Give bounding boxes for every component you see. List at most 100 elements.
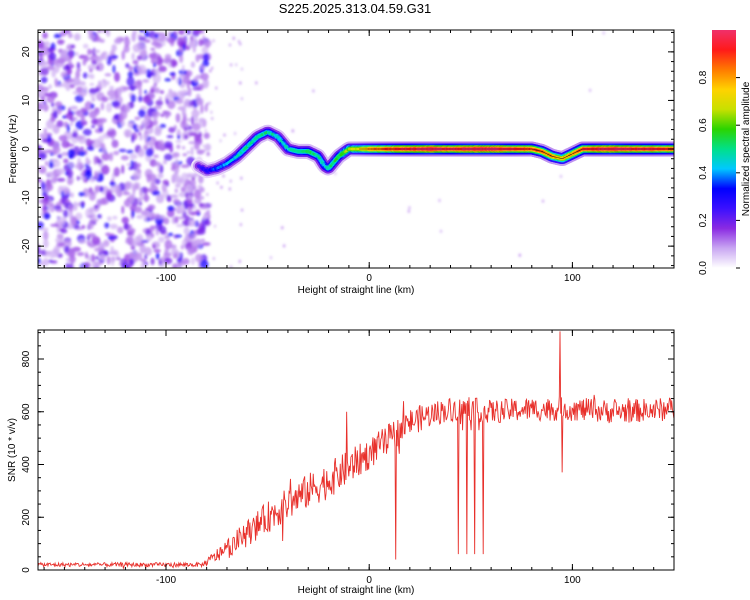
noise-blob — [202, 144, 204, 147]
noise-blob — [203, 66, 205, 69]
noise-blob — [138, 132, 141, 136]
noise-blob — [197, 149, 205, 154]
noise-blob — [98, 173, 103, 181]
noise-blob — [191, 61, 195, 67]
noise-blob — [82, 86, 88, 96]
noise-blob — [116, 36, 124, 42]
noise-blob — [67, 124, 70, 133]
noise-blob — [154, 59, 158, 63]
noise-blob — [166, 99, 169, 105]
noise-blob — [46, 120, 54, 130]
noise-blob — [170, 194, 179, 198]
noise-blob — [92, 261, 100, 270]
figure-canvas: S225.2025.313.04.59.G31 -100 0 100-20-1001… — [0, 0, 750, 600]
noise-blob — [41, 181, 45, 189]
noise-blob — [111, 55, 118, 59]
noise-blob — [89, 192, 96, 201]
noise-blob — [84, 55, 89, 62]
noise-blob — [121, 165, 124, 174]
noise-blob — [187, 248, 194, 256]
noise-blob — [94, 156, 97, 165]
noise-blob — [100, 186, 104, 192]
noise-blob — [129, 85, 137, 90]
x-tick-label: -100 — [156, 575, 176, 586]
noise-blob — [200, 73, 208, 80]
noise-blob — [69, 50, 74, 60]
noise-blob — [52, 128, 58, 132]
noise-blob — [144, 215, 147, 222]
noise-blob — [176, 78, 179, 84]
noise-blob — [92, 236, 101, 245]
noise-blob — [63, 65, 69, 70]
noise-blob — [96, 66, 99, 70]
noise-blob — [167, 233, 173, 237]
noise-blob — [95, 256, 99, 260]
noise-blob — [175, 188, 179, 193]
noise-blob — [57, 39, 64, 45]
snr-x-label: Height of straight line (km) — [298, 585, 415, 596]
noise-blob — [173, 248, 176, 256]
noise-blob — [408, 210, 410, 213]
noise-blob — [151, 233, 154, 238]
noise-blob — [152, 51, 156, 57]
noise-blob — [195, 239, 202, 248]
noise-blob — [72, 131, 78, 138]
noise-blob — [83, 72, 88, 78]
noise-blob — [147, 204, 155, 210]
noise-blob — [106, 192, 113, 199]
noise-blob — [203, 149, 205, 152]
noise-blob — [104, 222, 109, 228]
noise-blob — [82, 202, 85, 205]
noise-blob — [74, 33, 81, 40]
noise-blob — [43, 104, 49, 112]
noise-blob — [51, 102, 54, 107]
noise-blob — [241, 209, 243, 212]
noise-blob — [187, 208, 191, 214]
noise-blob — [95, 185, 98, 194]
noise-blob — [211, 117, 213, 120]
noise-blob — [140, 244, 146, 254]
noise-blob — [94, 49, 100, 53]
noise-blob — [178, 216, 185, 219]
noise-blob — [196, 94, 201, 104]
noise-blob — [129, 258, 134, 266]
noise-blob — [104, 51, 109, 60]
noise-blob — [198, 39, 203, 46]
noise-blob — [150, 47, 155, 51]
noise-blob — [109, 152, 113, 161]
snr-series-line — [38, 331, 674, 568]
noise-blob — [164, 154, 173, 161]
noise-blob — [48, 48, 53, 53]
noise-blob — [157, 173, 163, 178]
noise-blob — [137, 41, 144, 50]
noise-blob — [47, 207, 55, 211]
noise-blob — [150, 258, 154, 265]
noise-blob — [176, 177, 184, 185]
noise-blob — [193, 77, 198, 83]
noise-blob — [220, 186, 222, 189]
noise-blob — [44, 41, 50, 47]
noise-blob — [87, 74, 93, 78]
noise-blob — [35, 178, 41, 182]
noise-blob — [204, 132, 210, 139]
noise-blob — [100, 39, 105, 43]
noise-blob — [81, 114, 86, 122]
noise-blob — [235, 63, 237, 66]
noise-blob — [131, 134, 134, 142]
noise-blob — [110, 224, 118, 229]
noise-blob — [164, 240, 172, 249]
noise-blob — [46, 95, 54, 102]
noise-blob — [129, 194, 134, 202]
noise-blob — [59, 135, 67, 141]
noise-blob — [153, 249, 160, 253]
noise-blob — [196, 213, 200, 216]
noise-blob — [125, 182, 131, 190]
noise-blob — [202, 216, 207, 220]
noise-blob — [239, 260, 241, 263]
noise-blob — [40, 227, 49, 230]
noise-blob — [234, 132, 236, 135]
noise-blob — [198, 118, 206, 127]
noise-blob — [139, 28, 144, 33]
noise-blob — [90, 103, 94, 109]
noise-blob — [163, 160, 167, 164]
